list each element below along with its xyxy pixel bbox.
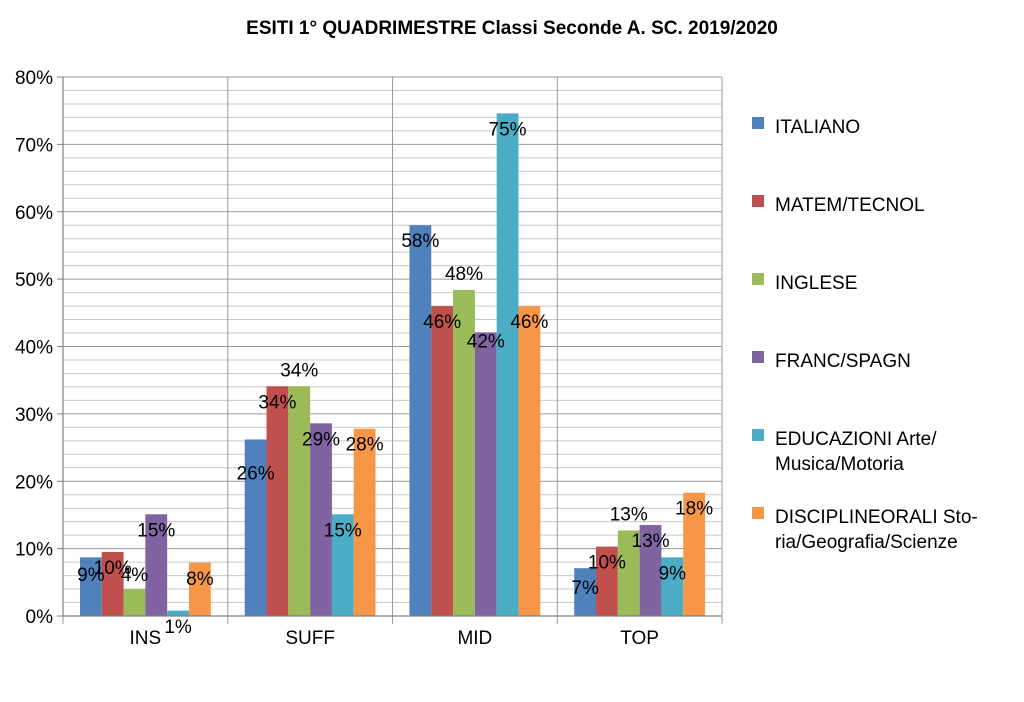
data-label: 46%: [423, 312, 461, 333]
legend-swatch: [752, 429, 764, 441]
y-tick-label: 40%: [15, 338, 53, 359]
bar: [288, 386, 311, 616]
data-label: 75%: [489, 119, 527, 140]
data-label: 34%: [258, 392, 296, 413]
legend-label: MATEM/TECNOL: [775, 195, 925, 216]
data-label: 48%: [445, 264, 483, 285]
bars: [79, 113, 706, 616]
data-label: 9%: [77, 565, 105, 586]
data-label: 10%: [94, 558, 132, 579]
legend-swatch: [752, 117, 764, 129]
bar: [496, 113, 519, 616]
data-label: 46%: [510, 312, 548, 333]
y-tick-label: 60%: [15, 203, 53, 224]
data-label: 4%: [121, 565, 149, 586]
bar: [167, 610, 189, 616]
data-label: 1%: [164, 617, 192, 638]
bar: [453, 289, 475, 616]
data-labels: 9%26%58%7%10%34%46%10%4%34%48%13%15%29%4…: [77, 119, 713, 638]
bar: [79, 557, 102, 616]
data-label: 18%: [675, 499, 713, 520]
axes: 0% 10% 20% 30% 40% 50% 60% 70% 80% INS SUFF MID TOP: [15, 68, 722, 649]
data-label: 15%: [324, 520, 362, 541]
legend-swatch: [752, 507, 764, 519]
legend-label: INGLESE: [775, 273, 857, 294]
data-label: 10%: [588, 553, 626, 574]
legend-label: FRANC/SPAGN: [775, 351, 911, 372]
data-label: 42%: [467, 331, 505, 352]
legend-swatch: [752, 195, 764, 207]
data-label: 9%: [659, 563, 687, 584]
x-tick-label: SUFF: [285, 628, 335, 649]
bar: [101, 551, 124, 616]
bar: [145, 514, 168, 616]
chart-title: ESITI 1° QUADRIMESTRE Classi Seconde A. …: [246, 18, 778, 39]
y-tick-label: 20%: [15, 472, 53, 493]
legend-swatch: [752, 351, 764, 363]
legend-label: DISCIPLINEORALI Sto-: [775, 507, 978, 528]
legend-label: Musica/Motoria: [775, 454, 904, 475]
legend-swatch: [752, 273, 764, 285]
data-label: 13%: [610, 504, 648, 525]
data-label: 29%: [302, 429, 340, 450]
bar: [617, 530, 640, 616]
y-tick-label: 30%: [15, 405, 53, 426]
y-tick-label: 0%: [26, 607, 54, 628]
bar: [574, 568, 597, 616]
data-label: 58%: [401, 231, 439, 252]
bar: [596, 546, 618, 616]
bar: [266, 386, 289, 616]
y-tick-label: 50%: [15, 270, 53, 291]
legend: ITALIANO MATEM/TECNOL INGLESE FRANC/SPAGN ED…: [752, 117, 978, 553]
bar: [244, 439, 267, 616]
data-label: 34%: [280, 360, 318, 381]
bar: [409, 225, 432, 616]
legend-label: ria/Geografia/Scienze: [775, 532, 958, 553]
x-tick-label: INS: [130, 628, 162, 649]
bar: [474, 332, 497, 616]
data-label: 8%: [186, 569, 214, 590]
y-tick-label: 10%: [15, 540, 53, 561]
legend-label: EDUCAZIONI Arte/: [775, 429, 937, 450]
y-tick-label: 80%: [15, 68, 53, 89]
legend-label: ITALIANO: [775, 117, 860, 138]
bar: [188, 562, 211, 616]
x-tick-label: MID: [457, 628, 492, 649]
bar: [639, 525, 662, 616]
bar: [683, 492, 706, 616]
bar: [518, 306, 541, 616]
grid-lines: [62, 76, 723, 624]
bar: [661, 557, 684, 616]
bar: [331, 514, 354, 616]
data-label: 26%: [237, 463, 275, 484]
data-label: 15%: [137, 520, 175, 541]
bar: [431, 306, 454, 616]
y-tick-label: 70%: [15, 135, 53, 156]
data-label: 13%: [632, 531, 670, 552]
data-label: 28%: [346, 435, 384, 456]
bar: [123, 589, 146, 616]
x-tick-label: TOP: [620, 628, 659, 649]
bar: [310, 423, 332, 616]
data-label: 7%: [571, 578, 599, 599]
bar: [353, 428, 376, 616]
